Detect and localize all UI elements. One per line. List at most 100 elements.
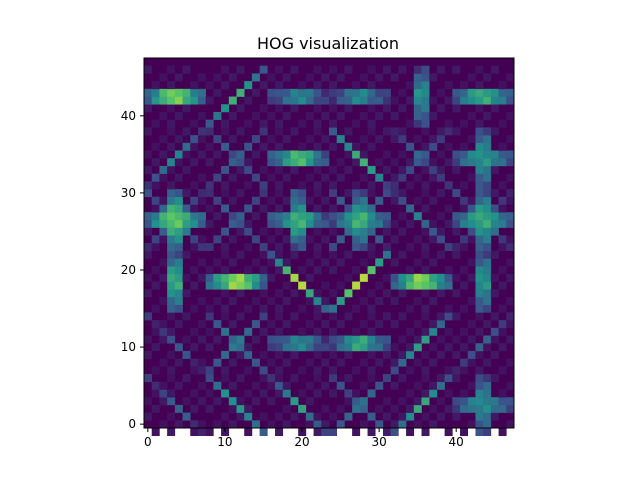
heatmap-pixel (174, 273, 183, 282)
heatmap-pixel (167, 196, 176, 205)
heatmap-pixel (390, 366, 399, 375)
heatmap-pixel (382, 165, 391, 174)
heatmap-pixel (221, 250, 230, 259)
heatmap-pixel (506, 173, 515, 182)
heatmap-pixel (174, 289, 183, 298)
heatmap-pixel (329, 327, 338, 336)
heatmap-pixel (167, 158, 176, 167)
heatmap-pixel (174, 235, 183, 244)
heatmap-pixel (313, 219, 322, 228)
heatmap-pixel (167, 65, 176, 74)
heatmap-pixel (313, 142, 322, 151)
heatmap-pixel (382, 412, 391, 421)
heatmap-pixel (452, 189, 461, 198)
heatmap-pixel (483, 142, 492, 151)
heatmap-pixel (490, 127, 499, 136)
heatmap-pixel (444, 219, 453, 228)
heatmap-pixel (228, 381, 237, 390)
heatmap-pixel (182, 189, 191, 198)
heatmap-pixel (398, 127, 407, 136)
heatmap-pixel (228, 258, 237, 267)
heatmap-pixel (398, 374, 407, 383)
heatmap-pixel (483, 165, 492, 174)
heatmap-pixel (236, 273, 245, 282)
heatmap-pixel (506, 73, 515, 82)
heatmap-pixel (151, 204, 160, 213)
heatmap-pixel (382, 227, 391, 236)
heatmap-pixel (344, 312, 353, 321)
heatmap-pixel (174, 420, 183, 429)
heatmap-pixel (151, 219, 160, 228)
heatmap-pixel (413, 104, 422, 113)
heatmap-pixel (174, 304, 183, 313)
heatmap-pixel (151, 158, 160, 167)
heatmap-pixel (460, 304, 469, 313)
heatmap-pixel (490, 104, 499, 113)
heatmap-pixel (506, 150, 515, 159)
heatmap-pixel (259, 127, 268, 136)
heatmap-pixel (406, 366, 415, 375)
heatmap-pixel (159, 165, 168, 174)
heatmap-pixel (382, 181, 391, 190)
heatmap-pixel (159, 296, 168, 305)
heatmap-pixel (221, 389, 230, 398)
heatmap-pixel (421, 88, 430, 97)
heatmap-pixel (467, 196, 476, 205)
heatmap-pixel (344, 250, 353, 259)
heatmap-pixel (244, 428, 253, 437)
heatmap-pixel (367, 181, 376, 190)
heatmap-pixel (313, 350, 322, 359)
heatmap-pixel (236, 335, 245, 344)
heatmap-pixel (406, 158, 415, 167)
heatmap-pixel (413, 343, 422, 352)
heatmap-pixel (236, 343, 245, 352)
heatmap-pixel (344, 88, 353, 97)
heatmap-pixel (236, 65, 245, 74)
heatmap-pixel (182, 142, 191, 151)
heatmap-pixel (244, 366, 253, 375)
heatmap-pixel (321, 150, 330, 159)
heatmap-pixel (390, 404, 399, 413)
heatmap-pixel (467, 273, 476, 282)
heatmap-pixel (329, 335, 338, 344)
heatmap-pixel (421, 189, 430, 198)
heatmap-pixel (290, 289, 299, 298)
heatmap-pixel (429, 389, 438, 398)
heatmap-pixel (506, 189, 515, 198)
heatmap-pixel (259, 81, 268, 90)
heatmap-pixel (483, 212, 492, 221)
heatmap-pixel (483, 320, 492, 329)
heatmap-pixel (475, 296, 484, 305)
heatmap-pixel (452, 227, 461, 236)
heatmap-pixel (460, 96, 469, 105)
heatmap-pixel (174, 381, 183, 390)
heatmap-pixel (444, 158, 453, 167)
heatmap-pixel (205, 327, 214, 336)
heatmap-pixel (298, 204, 307, 213)
heatmap-pixel (267, 135, 276, 144)
heatmap-pixel (421, 273, 430, 282)
heatmap-pixel (429, 381, 438, 390)
heatmap-pixel (506, 158, 515, 167)
heatmap-pixel (467, 111, 476, 120)
heatmap-pixel (413, 81, 422, 90)
heatmap-pixel (483, 181, 492, 190)
heatmap-pixel (359, 258, 368, 267)
heatmap-pixel (321, 96, 330, 105)
heatmap-pixel (275, 312, 284, 321)
heatmap-pixel (197, 366, 206, 375)
heatmap-pixel (159, 320, 168, 329)
heatmap-pixel (167, 289, 176, 298)
heatmap-pixel (144, 397, 153, 406)
heatmap-pixel (144, 350, 153, 359)
heatmap-pixel (190, 420, 199, 429)
heatmap-pixel (413, 212, 422, 221)
heatmap-pixel (483, 250, 492, 259)
heatmap-pixel (506, 404, 515, 413)
heatmap-pixel (406, 96, 415, 105)
heatmap-pixel (236, 397, 245, 406)
heatmap-pixel (436, 235, 445, 244)
heatmap-pixel (344, 150, 353, 159)
y-axis: 0 10 20 30 40 (121, 109, 144, 431)
heatmap-pixel (413, 281, 422, 290)
